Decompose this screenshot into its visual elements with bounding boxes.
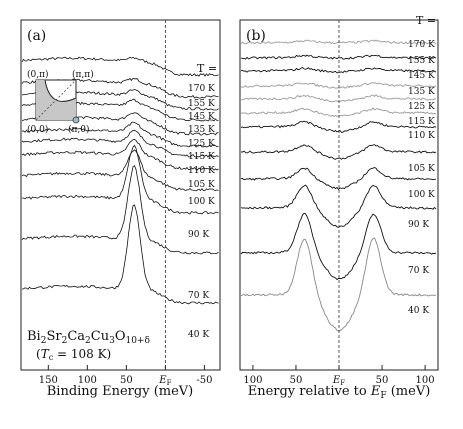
panel-a-series (21, 20, 219, 370)
panel-b-xlabel-ef-sub: F (380, 391, 386, 401)
panel-b-tick-label: EF (332, 375, 345, 387)
panel-a-series-line (21, 144, 219, 215)
formula-el-5: O (115, 329, 126, 344)
compound-formula: Bi2Sr2Ca2Cu3O10+δ (27, 329, 150, 346)
panel-b-x-axis: 100 50 EF 50 100 (243, 365, 435, 387)
inset-label-0pi: (0,π) (27, 69, 49, 80)
panel-b-label: (b) (246, 28, 266, 44)
formula-el-2: Sr (46, 329, 62, 344)
panel-a-tick-label: EF (158, 375, 171, 387)
panel-b-temp-label: 90 K (408, 220, 429, 230)
panel-a-temp-label: 110 K (188, 166, 215, 176)
panel-a-temp-label: 90 K (188, 230, 209, 240)
panel-b-temp-label: 135 K (408, 87, 435, 97)
panel-a-temp-label: 100 K (188, 197, 215, 207)
formula-sub-3: 2 (85, 336, 91, 346)
formula-el-4: Cu (91, 329, 109, 344)
panel-a-temp-label: 105 K (188, 180, 215, 190)
panel-b-series (240, 20, 437, 370)
panel-b-temp-label: 170 K (408, 40, 435, 50)
panel-a-tick-label: 100 (78, 375, 97, 386)
formula-sub-1: 2 (41, 336, 47, 346)
panel-b-tick-label: 50 (376, 375, 389, 386)
panel-a-frame (20, 19, 221, 371)
panel-b-series-line (240, 120, 437, 133)
panel-a-temp-label: 115 K (188, 152, 215, 162)
formula-el-1: Bi (27, 329, 41, 344)
panel-b-series-line (240, 39, 437, 45)
inset-fermi-surface (44, 79, 77, 102)
panel-b-temp-labels: 170 K 155 K 145 K 135 K 125 K 115 K 110 K 105 K… (408, 40, 435, 316)
panel-a-series-line (21, 204, 219, 305)
panel-b-series-line (240, 94, 437, 103)
panel-b: (b) T = 170 K 155 K 145 K 135 K 125 K 115 K 11… (239, 14, 439, 401)
panel-a-temp-labels: 170 K 155 K 145 K 135 K 125 K 115 K 110 K 105 K… (188, 84, 215, 340)
inset-label-pipi: (π,π) (72, 69, 94, 80)
panel-b-xlabel-ef: E (370, 384, 381, 399)
panel-b-series-line (240, 66, 437, 74)
panel-a-temp-header: T = (197, 62, 217, 75)
panel-a-xlabel: Binding Energy (meV) (47, 384, 194, 399)
panel-b-tick-label: 50 (290, 375, 303, 386)
panel-b-temp-label: 70 K (408, 266, 429, 276)
inset-label-00: (0,0) (27, 124, 48, 135)
panel-a-tick-label: -50 (196, 375, 212, 386)
panel-b-temp-label: 40 K (408, 306, 429, 316)
panel-a-x-axis: 150 100 50 EF -50 (39, 365, 212, 387)
panel-b-series-line (240, 167, 437, 191)
panel-b-series-line (240, 184, 437, 228)
panel-b-xlabel: Energy relative to EF (meV) (248, 384, 431, 401)
panel-b-series-line (240, 107, 437, 118)
panel-b-series-line (241, 144, 437, 160)
panel-b-tick-label: 100 (243, 375, 262, 386)
panel-b-temp-label: 110 K (408, 131, 435, 141)
panel-a-temp-label: 155 K (188, 99, 215, 109)
tc-value: = 108 K) (53, 347, 111, 361)
panel-a-temp-label: 135 K (188, 125, 215, 135)
panel-a-temp-label: 70 K (188, 291, 209, 301)
panel-a-xlabel-text: Binding Energy (meV) (47, 384, 194, 399)
panel-a-tick-label: 50 (120, 375, 133, 386)
panel-a-temp-label: 170 K (188, 84, 215, 94)
tc-sub: c (49, 353, 54, 362)
panel-a: (a) T = 170 K 155 K 145 K 135 K 125 K 115 K 11… (20, 19, 221, 399)
panel-a-series-line (21, 56, 219, 77)
panel-a-temp-label: 40 K (188, 330, 209, 340)
panel-b-series-line (240, 237, 437, 332)
panel-b-temp-label: 155 K (408, 56, 435, 66)
formula-el-3: Ca (67, 329, 85, 344)
formula-sub-5: 10+δ (125, 336, 149, 346)
tc-symbol: T (41, 347, 50, 361)
formula-sub-2: 2 (62, 336, 68, 346)
panel-a-temp-label: 125 K (188, 139, 215, 149)
panel-b-series-line (241, 82, 437, 89)
inset-brillouin-zone: (0,π) (π,π) (0,0) (π,0) (27, 69, 94, 135)
formula-sub-4: 3 (109, 336, 115, 346)
panel-b-series-line (240, 212, 437, 281)
panel-a-temp-label: 145 K (188, 112, 215, 122)
inset-label-pi0: (π,0) (68, 124, 90, 135)
panel-b-temp-label: 125 K (408, 102, 435, 112)
panel-b-xlabel-text: Energy relative to (248, 384, 371, 399)
panel-b-temp-label: 105 K (408, 164, 435, 174)
panel-a-series-line (21, 129, 219, 158)
panel-a-series-line (21, 164, 219, 255)
panel-b-temp-label: 145 K (408, 71, 435, 81)
panel-a-series-line (21, 138, 219, 171)
panel-b-temp-label: 115 K (408, 117, 435, 127)
panel-b-xlabel-unit: (meV) (387, 384, 431, 399)
inset-diagonal (35, 79, 77, 121)
panel-b-temp-header: T = (416, 14, 436, 27)
tc-annotation: (Tc = 108 K) (36, 347, 111, 362)
tc-open: ( (36, 347, 41, 361)
panel-b-temp-label: 100 K (408, 190, 435, 200)
panel-a-label: (a) (27, 28, 46, 44)
panel-a-series-line (21, 149, 219, 192)
panel-a-tick-label: 150 (39, 375, 58, 386)
inset-point-marker (72, 116, 80, 124)
panel-a-series-line (21, 121, 219, 148)
panel-b-tick-label: 100 (416, 375, 435, 386)
panel-b-series-line (240, 54, 437, 60)
